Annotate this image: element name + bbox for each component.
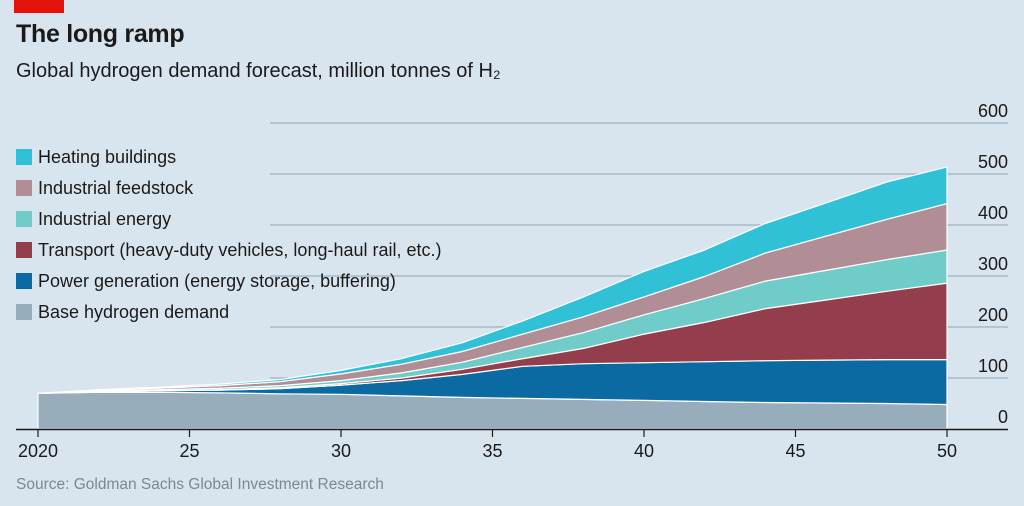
- x-tick-label-2025: 25: [179, 441, 199, 461]
- x-axis-ticks: 2020 25 30 35 40 45 50: [18, 429, 957, 461]
- x-tick-label-2050: 50: [937, 441, 957, 461]
- legend-label: Base hydrogen demand: [38, 302, 229, 322]
- chart-subtitle: Global hydrogen demand forecast, million…: [16, 60, 501, 82]
- legend-label: Industrial feedstock: [38, 178, 194, 198]
- x-tick-label-2035: 35: [482, 441, 502, 461]
- legend-swatch: [16, 304, 32, 320]
- legend: Heating buildings Industrial feedstock Ind…: [16, 147, 442, 322]
- area-series: [37, 166, 948, 430]
- legend-swatch: [16, 149, 32, 165]
- y-tick-label-400: 400: [978, 203, 1008, 223]
- y-tick-label-500: 500: [978, 152, 1008, 172]
- legend-swatch: [16, 180, 32, 196]
- area-heating-buildings: [37, 166, 948, 394]
- legend-label: Industrial energy: [38, 209, 171, 229]
- x-tick-label-2020: 2020: [18, 441, 58, 461]
- y-tick-label-200: 200: [978, 305, 1008, 325]
- y-axis-ticks: 0 100 200 300 400 500 600: [978, 101, 1008, 427]
- x-tick-label-2030: 30: [331, 441, 351, 461]
- legend-swatch: [16, 242, 32, 258]
- legend-label: Power generation (energy storage, buffer…: [38, 271, 396, 291]
- y-tick-label-100: 100: [978, 356, 1008, 376]
- legend-label: Heating buildings: [38, 147, 176, 167]
- source-note: Source: Goldman Sachs Global Investment …: [16, 476, 384, 493]
- y-tick-label-600: 600: [978, 101, 1008, 121]
- legend-swatch: [16, 273, 32, 289]
- brand-red-tab: [14, 0, 64, 13]
- legend-label: Transport (heavy-duty vehicles, long-hau…: [38, 240, 442, 260]
- x-tick-label-2040: 40: [634, 441, 654, 461]
- x-tick-label-2045: 45: [785, 441, 805, 461]
- y-tick-label-0: 0: [998, 407, 1008, 427]
- chart-title: The long ramp: [16, 20, 185, 48]
- legend-swatch: [16, 211, 32, 227]
- y-tick-label-300: 300: [978, 254, 1008, 274]
